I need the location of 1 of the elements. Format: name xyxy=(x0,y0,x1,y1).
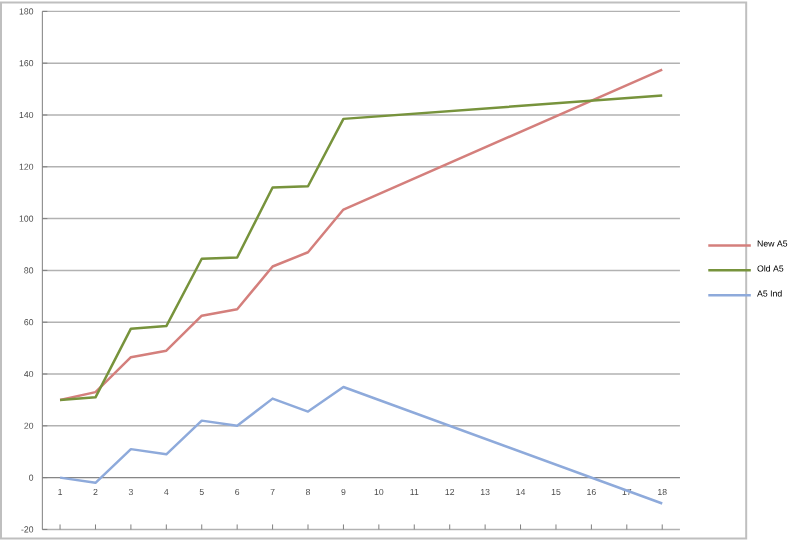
line-series xyxy=(58,385,664,505)
